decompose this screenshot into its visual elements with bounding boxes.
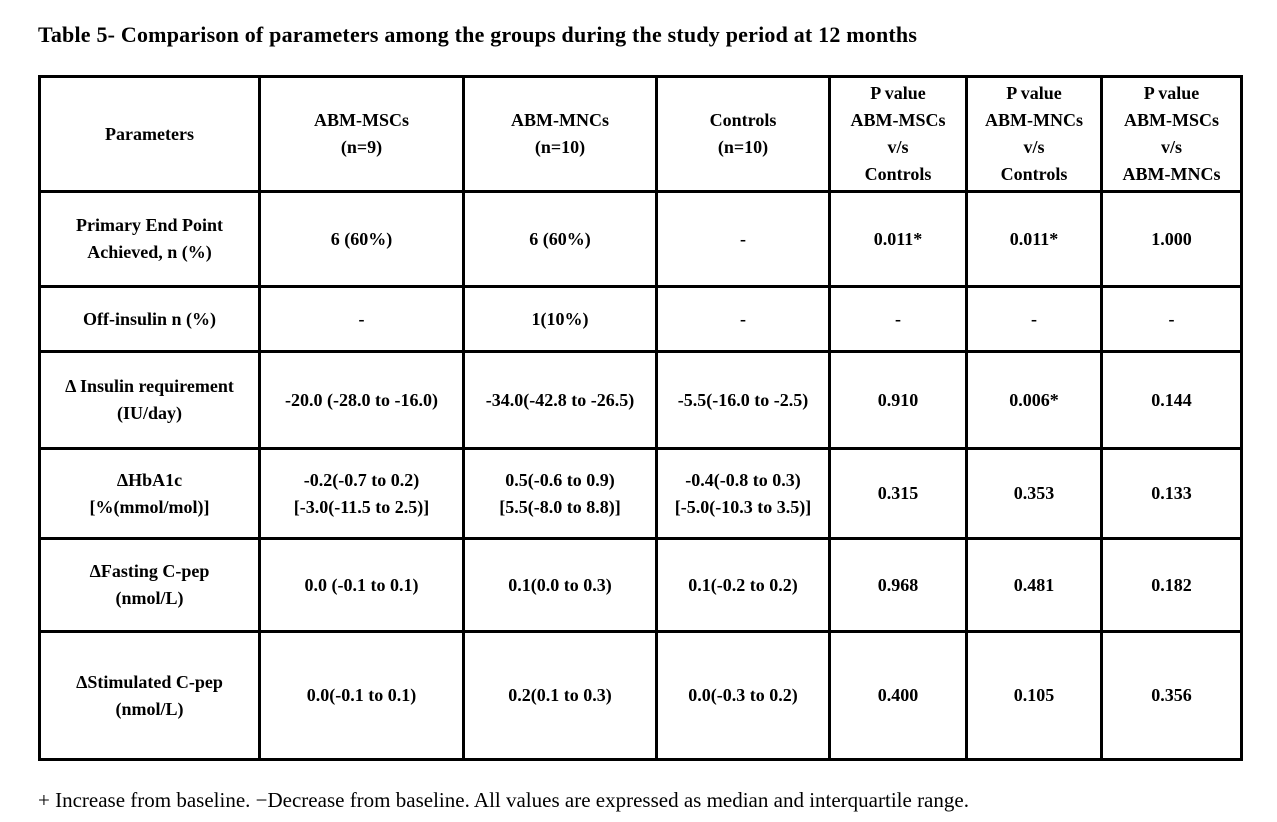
footnote: + Increase from baseline. −Decrease from… — [38, 788, 969, 812]
value-cell: 0.0(-0.1 to 0.1) — [258, 630, 465, 761]
value-cell: 0.011* — [965, 190, 1103, 288]
table-row-hba1c: ΔHbA1c [%(mmol/mol)] -0.2(-0.7 to 0.2) [… — [38, 447, 1243, 540]
value-cell: 0.5(-0.6 to 0.9) [5.5(-8.0 to 8.8)] — [462, 447, 658, 540]
col-header-abm-mscs: ABM-MSCs (n=9) — [258, 75, 465, 193]
header-row: Parameters ABM-MSCs (n=9) ABM-MNCs (n=10… — [38, 75, 1243, 193]
value-cell: -20.0 (-28.0 to -16.0) — [258, 350, 465, 450]
value-cell: 0.0 (-0.1 to 0.1) — [258, 537, 465, 633]
value-cell: 0.006* — [965, 350, 1103, 450]
table-title: Table 5- Comparison of parameters among … — [38, 22, 918, 47]
col-header-pvalue-mscs-vs-controls: P value ABM-MSCs v/s Controls — [828, 75, 968, 193]
value-cell: 6 (60%) — [462, 190, 658, 288]
row-header: ΔFasting C-pep (nmol/L) — [38, 537, 261, 633]
value-cell: - — [828, 285, 968, 353]
table-row-primary-end-point: Primary End Point Achieved, n (%) 6 (60%… — [38, 190, 1243, 288]
col-header-pvalue-mncs-vs-controls: P value ABM-MNCs v/s Controls — [965, 75, 1103, 193]
value-cell: -34.0(-42.8 to -26.5) — [462, 350, 658, 450]
value-cell: - — [258, 285, 465, 353]
value-cell: 0.356 — [1100, 630, 1243, 761]
value-cell: 0.353 — [965, 447, 1103, 540]
value-cell: 0.400 — [828, 630, 968, 761]
row-header: Δ Insulin requirement (IU/day) — [38, 350, 261, 450]
row-header: Off-insulin n (%) — [38, 285, 261, 353]
value-cell: 0.0(-0.3 to 0.2) — [655, 630, 831, 761]
table-row-insulin-requirement: Δ Insulin requirement (IU/day) -20.0 (-2… — [38, 350, 1243, 450]
value-cell: 0.481 — [965, 537, 1103, 633]
col-header-parameters: Parameters — [38, 75, 261, 193]
value-cell: 0.910 — [828, 350, 968, 450]
table-row-stimulated-cpep: ΔStimulated C-pep (nmol/L) 0.0(-0.1 to 0… — [38, 630, 1243, 761]
value-cell: - — [655, 285, 831, 353]
value-cell: 0.144 — [1100, 350, 1243, 450]
value-cell: 0.1(0.0 to 0.3) — [462, 537, 658, 633]
value-cell: 1(10%) — [462, 285, 658, 353]
value-cell: - — [655, 190, 831, 288]
value-cell: 1.000 — [1100, 190, 1243, 288]
row-header: ΔHbA1c [%(mmol/mol)] — [38, 447, 261, 540]
col-header-controls: Controls (n=10) — [655, 75, 831, 193]
value-cell: -5.5(-16.0 to -2.5) — [655, 350, 831, 450]
value-cell: 0.1(-0.2 to 0.2) — [655, 537, 831, 633]
col-header-pvalue-mscs-vs-mncs: P value ABM-MSCs v/s ABM-MNCs — [1100, 75, 1243, 193]
value-cell: -0.2(-0.7 to 0.2) [-3.0(-11.5 to 2.5)] — [258, 447, 465, 540]
table-row-fasting-cpep: ΔFasting C-pep (nmol/L) 0.0 (-0.1 to 0.1… — [38, 537, 1243, 633]
comparison-table: Parameters ABM-MSCs (n=9) ABM-MNCs (n=10… — [38, 75, 1243, 761]
value-cell: 0.968 — [828, 537, 968, 633]
value-cell: 6 (60%) — [258, 190, 465, 288]
value-cell: - — [965, 285, 1103, 353]
value-cell: - — [1100, 285, 1243, 353]
value-cell: 0.315 — [828, 447, 968, 540]
value-cell: -0.4(-0.8 to 0.3) [-5.0(-10.3 to 3.5)] — [655, 447, 831, 540]
value-cell: 0.133 — [1100, 447, 1243, 540]
value-cell: 0.2(0.1 to 0.3) — [462, 630, 658, 761]
value-cell: 0.105 — [965, 630, 1103, 761]
value-cell: 0.182 — [1100, 537, 1243, 633]
row-header: ΔStimulated C-pep (nmol/L) — [38, 630, 261, 761]
table-row-off-insulin: Off-insulin n (%) - 1(10%) - - - - — [38, 285, 1243, 353]
value-cell: 0.011* — [828, 190, 968, 288]
col-header-abm-mncs: ABM-MNCs (n=10) — [462, 75, 658, 193]
row-header: Primary End Point Achieved, n (%) — [38, 190, 261, 288]
